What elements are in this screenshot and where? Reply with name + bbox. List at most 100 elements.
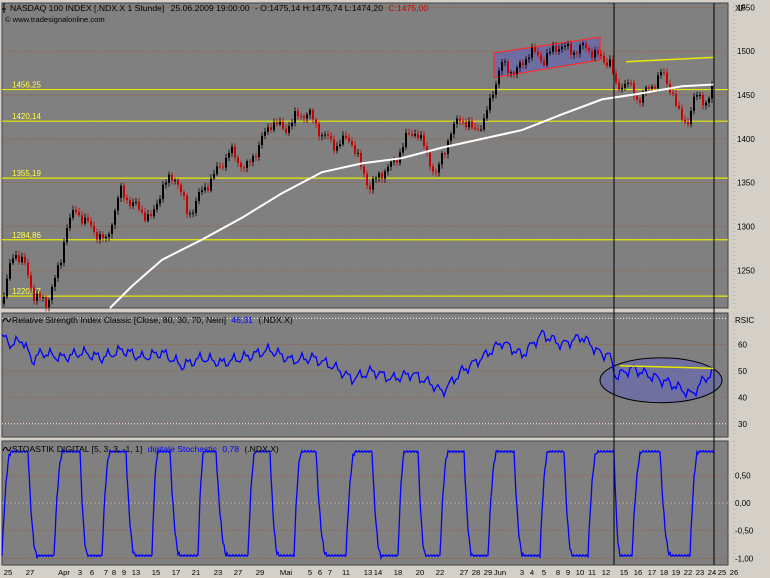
chart-icon[interactable] bbox=[2, 3, 6, 13]
candle-body bbox=[54, 277, 56, 287]
candle-body bbox=[687, 122, 689, 125]
x-tick-label: 28 bbox=[472, 568, 480, 577]
candle-body bbox=[204, 187, 206, 191]
candle-body bbox=[459, 118, 461, 122]
candle-body bbox=[501, 61, 503, 71]
indicator-icon[interactable] bbox=[2, 317, 12, 323]
candle-body bbox=[432, 166, 434, 172]
candle-body bbox=[327, 134, 329, 137]
candle-body bbox=[192, 212, 194, 214]
candle-body bbox=[66, 228, 68, 243]
candle-body bbox=[351, 141, 353, 146]
x-tick-label: 4 bbox=[530, 568, 534, 577]
candle-body bbox=[93, 225, 95, 233]
candle-body bbox=[384, 171, 386, 179]
candle-body bbox=[474, 127, 476, 129]
candle-body bbox=[513, 72, 515, 75]
rsi-trendline bbox=[619, 365, 715, 370]
candle-body bbox=[108, 233, 110, 237]
price-tick-label: 1300 bbox=[737, 222, 755, 231]
x-tick-label: 10 bbox=[576, 568, 584, 577]
stochastic-series bbox=[1, 449, 715, 561]
x-axis-labels: 25 27 Apr 3 6 7 8 9 13 15 17 21 23 27 29 Mai 5 6 7 11 13 14 18… bbox=[4, 568, 738, 577]
candle-body bbox=[273, 122, 275, 131]
candle-body bbox=[6, 278, 8, 297]
price-plot-area[interactable] bbox=[1, 2, 729, 309]
candle-body bbox=[552, 45, 554, 52]
x-tick-label: 22 bbox=[684, 568, 692, 577]
candle-body bbox=[678, 105, 680, 109]
candle-body bbox=[600, 54, 602, 56]
candle-body bbox=[390, 161, 392, 167]
x-tick-label: 11 bbox=[588, 568, 596, 577]
candle-body bbox=[366, 173, 368, 186]
candle-body bbox=[681, 108, 683, 120]
candle-body bbox=[201, 190, 203, 193]
candle-body bbox=[96, 232, 98, 240]
support-level-label: 1355,19 bbox=[12, 169, 41, 178]
candle-body bbox=[693, 96, 695, 111]
candle-body bbox=[645, 87, 647, 92]
candle-body bbox=[564, 45, 566, 47]
candle-body bbox=[249, 161, 251, 163]
candle-body bbox=[555, 45, 557, 52]
candle-body bbox=[486, 110, 488, 119]
candle-body bbox=[264, 131, 266, 136]
candle-body bbox=[471, 121, 473, 128]
candle-body bbox=[660, 72, 662, 76]
candle-body bbox=[117, 197, 119, 211]
candle-body bbox=[519, 62, 521, 68]
x-tick-label: 17 bbox=[172, 568, 180, 577]
x-tick-label: 14 bbox=[374, 568, 382, 577]
candle-body bbox=[60, 262, 62, 266]
candle-body bbox=[423, 135, 425, 147]
y-axis-labels: 1250 1300 1350 1400 1450 1500 1550 30 40 50 60 -1,0… bbox=[735, 3, 755, 563]
candle-body bbox=[531, 47, 533, 58]
candle-body bbox=[696, 95, 698, 97]
candle-body bbox=[300, 116, 302, 118]
candle-body bbox=[690, 110, 692, 125]
stoch-tick-label: 0,50 bbox=[735, 471, 751, 480]
candle-body bbox=[111, 224, 113, 234]
candle-body bbox=[528, 57, 530, 60]
stoch-tick-label: 0,00 bbox=[735, 499, 751, 508]
candle-body bbox=[573, 52, 575, 55]
x-tick-label: Mai bbox=[280, 568, 293, 577]
candle-body bbox=[453, 123, 455, 134]
candle-body bbox=[138, 201, 140, 210]
x-tick-label: 27 bbox=[460, 568, 468, 577]
candle-body bbox=[420, 135, 422, 139]
candle-body bbox=[48, 300, 50, 307]
candle-body bbox=[132, 202, 134, 206]
candle-body bbox=[24, 256, 26, 263]
candle-body bbox=[153, 209, 155, 217]
candle-body bbox=[672, 92, 674, 94]
candle-body bbox=[480, 129, 482, 131]
candle-body bbox=[435, 171, 437, 173]
candle-body bbox=[150, 214, 152, 217]
candle-body bbox=[21, 256, 23, 263]
candle-body bbox=[114, 210, 116, 225]
candle-body bbox=[144, 212, 146, 221]
indicator-icon[interactable] bbox=[2, 446, 12, 452]
x-tick-label: 16 bbox=[634, 568, 642, 577]
candle-body bbox=[363, 166, 365, 174]
candle-body bbox=[342, 135, 344, 145]
candle-body bbox=[489, 97, 491, 111]
candle-body bbox=[441, 153, 443, 165]
x-tick-label: 11 bbox=[342, 568, 350, 577]
price-tick-label: 1450 bbox=[737, 91, 755, 100]
candle-body bbox=[699, 95, 701, 97]
candle-body bbox=[615, 73, 617, 83]
candle-body bbox=[597, 50, 599, 55]
candle-body bbox=[252, 156, 254, 163]
candle-body bbox=[162, 184, 164, 199]
candle-body bbox=[387, 166, 389, 172]
rsi-symbol: (.NDX.X) bbox=[258, 315, 293, 325]
x-tick-label: 3 bbox=[520, 568, 524, 577]
candle-body bbox=[591, 50, 593, 58]
candle-body bbox=[546, 53, 548, 66]
candle-body bbox=[207, 187, 209, 191]
candle-body bbox=[228, 153, 230, 158]
